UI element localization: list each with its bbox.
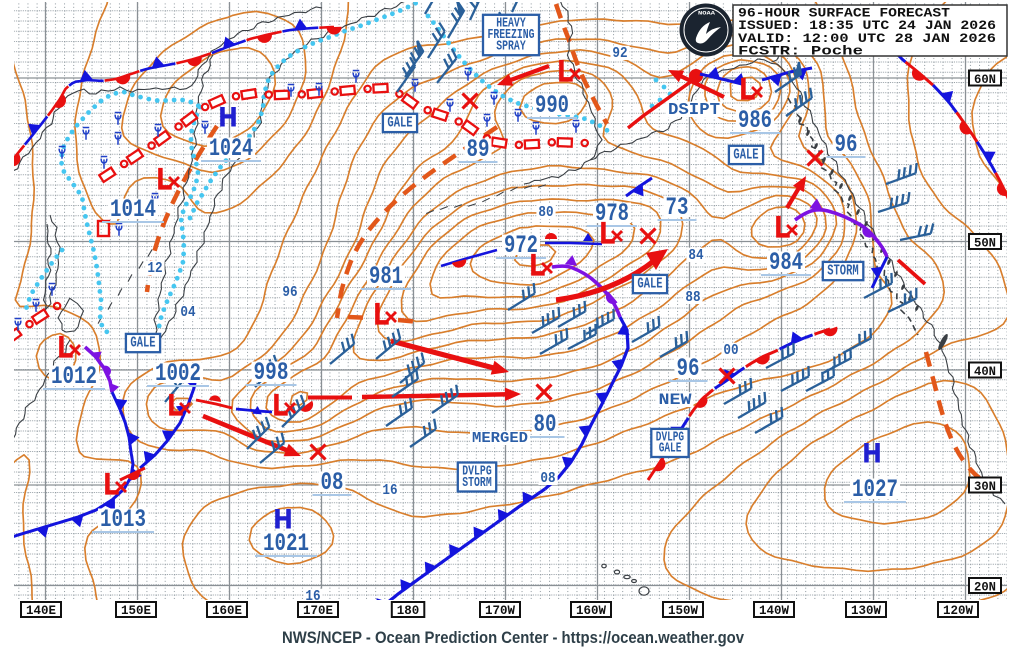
svg-text:990: 990 — [535, 91, 569, 120]
svg-text:89: 89 — [467, 135, 490, 164]
svg-text:GALE: GALE — [387, 115, 412, 132]
svg-text:08: 08 — [540, 470, 555, 487]
svg-text:STORM: STORM — [827, 263, 859, 280]
svg-text:1013: 1013 — [100, 505, 146, 534]
svg-text:L: L — [740, 73, 755, 106]
svg-text:96: 96 — [677, 354, 700, 383]
svg-text:20N: 20N — [974, 579, 996, 594]
svg-text:L: L — [104, 468, 119, 501]
svg-text:96: 96 — [282, 284, 297, 301]
svg-text:1014: 1014 — [110, 195, 156, 224]
svg-text:96: 96 — [835, 130, 858, 159]
svg-text:160E: 160E — [212, 603, 242, 618]
svg-text:NEW: NEW — [659, 391, 692, 409]
svg-text:VALID: 12:00 UTC 28 JAN 2026: VALID: 12:00 UTC 28 JAN 2026 — [738, 31, 996, 46]
svg-text:SPRAY: SPRAY — [496, 39, 526, 55]
svg-text:96-HOUR SURFACE FORECAST: 96-HOUR SURFACE FORECAST — [738, 6, 950, 21]
svg-text:NWS/NCEP - Ocean Prediction Ce: NWS/NCEP - Ocean Prediction Center - htt… — [282, 629, 745, 647]
svg-text:GALE: GALE — [733, 147, 758, 164]
svg-text:04: 04 — [180, 304, 195, 321]
svg-text:DVLPG: DVLPG — [656, 431, 684, 446]
svg-text:GALE: GALE — [637, 276, 662, 293]
svg-text:H: H — [219, 102, 237, 132]
svg-text:92: 92 — [612, 45, 627, 62]
svg-text:ISSUED: 18:35 UTC 24 JAN 2026: ISSUED: 18:35 UTC 24 JAN 2026 — [738, 18, 996, 33]
svg-text:1024: 1024 — [209, 134, 253, 163]
svg-text:998: 998 — [254, 358, 289, 387]
svg-text:80: 80 — [534, 410, 557, 439]
svg-text:1002: 1002 — [155, 359, 201, 388]
svg-text:16: 16 — [382, 482, 397, 499]
svg-text:16: 16 — [305, 588, 320, 605]
svg-text:STORM: STORM — [462, 475, 491, 491]
svg-text:981: 981 — [369, 262, 403, 291]
svg-text:80: 80 — [538, 204, 553, 221]
svg-text:1012: 1012 — [51, 362, 97, 391]
svg-text:150E: 150E — [121, 603, 151, 618]
svg-text:60N: 60N — [974, 72, 996, 87]
svg-text:130W: 130W — [851, 603, 881, 618]
svg-text:GALE: GALE — [130, 335, 155, 352]
svg-text:170W: 170W — [485, 603, 515, 618]
svg-text:L: L — [168, 389, 183, 422]
svg-text:DVLPG: DVLPG — [462, 464, 491, 480]
svg-text:H: H — [863, 438, 881, 468]
svg-text:NOAA: NOAA — [698, 10, 716, 17]
svg-text:L: L — [273, 389, 288, 422]
svg-text:1021: 1021 — [263, 529, 309, 558]
svg-text:170E: 170E — [303, 603, 333, 618]
svg-text:HEAVY: HEAVY — [496, 16, 526, 32]
svg-text:L: L — [600, 217, 615, 250]
svg-text:L: L — [157, 163, 172, 196]
svg-text:180: 180 — [397, 603, 420, 618]
svg-text:1027: 1027 — [852, 475, 898, 504]
svg-text:120W: 120W — [943, 603, 973, 618]
svg-text:50N: 50N — [974, 235, 996, 250]
svg-text:978: 978 — [595, 199, 629, 228]
svg-text:73: 73 — [666, 193, 689, 222]
svg-text:L: L — [775, 211, 790, 244]
svg-text:140E: 140E — [26, 603, 56, 618]
svg-text:08: 08 — [321, 468, 344, 497]
svg-text:00: 00 — [723, 342, 738, 359]
svg-text:88: 88 — [685, 289, 700, 306]
svg-text:986: 986 — [738, 106, 772, 135]
svg-text:H: H — [274, 504, 292, 534]
svg-text:150W: 150W — [668, 603, 698, 618]
svg-text:84: 84 — [688, 247, 703, 264]
svg-text:972: 972 — [504, 231, 538, 260]
svg-text:GALE: GALE — [659, 442, 682, 457]
svg-text:L: L — [530, 249, 545, 282]
svg-text:160W: 160W — [576, 603, 606, 618]
svg-text:FCSTR: Poche: FCSTR: Poche — [738, 44, 863, 59]
svg-text:30N: 30N — [974, 479, 996, 494]
svg-text:140W: 140W — [759, 603, 789, 618]
svg-text:L: L — [374, 298, 389, 331]
svg-text:DSIPT: DSIPT — [668, 101, 720, 120]
svg-text:12: 12 — [147, 260, 162, 277]
svg-text:FREEZING: FREEZING — [488, 27, 535, 43]
svg-text:L: L — [58, 331, 73, 364]
svg-text:L: L — [558, 55, 573, 88]
svg-text:984: 984 — [769, 248, 803, 277]
svg-text:40N: 40N — [974, 364, 996, 379]
svg-text:MERGED: MERGED — [472, 430, 528, 447]
